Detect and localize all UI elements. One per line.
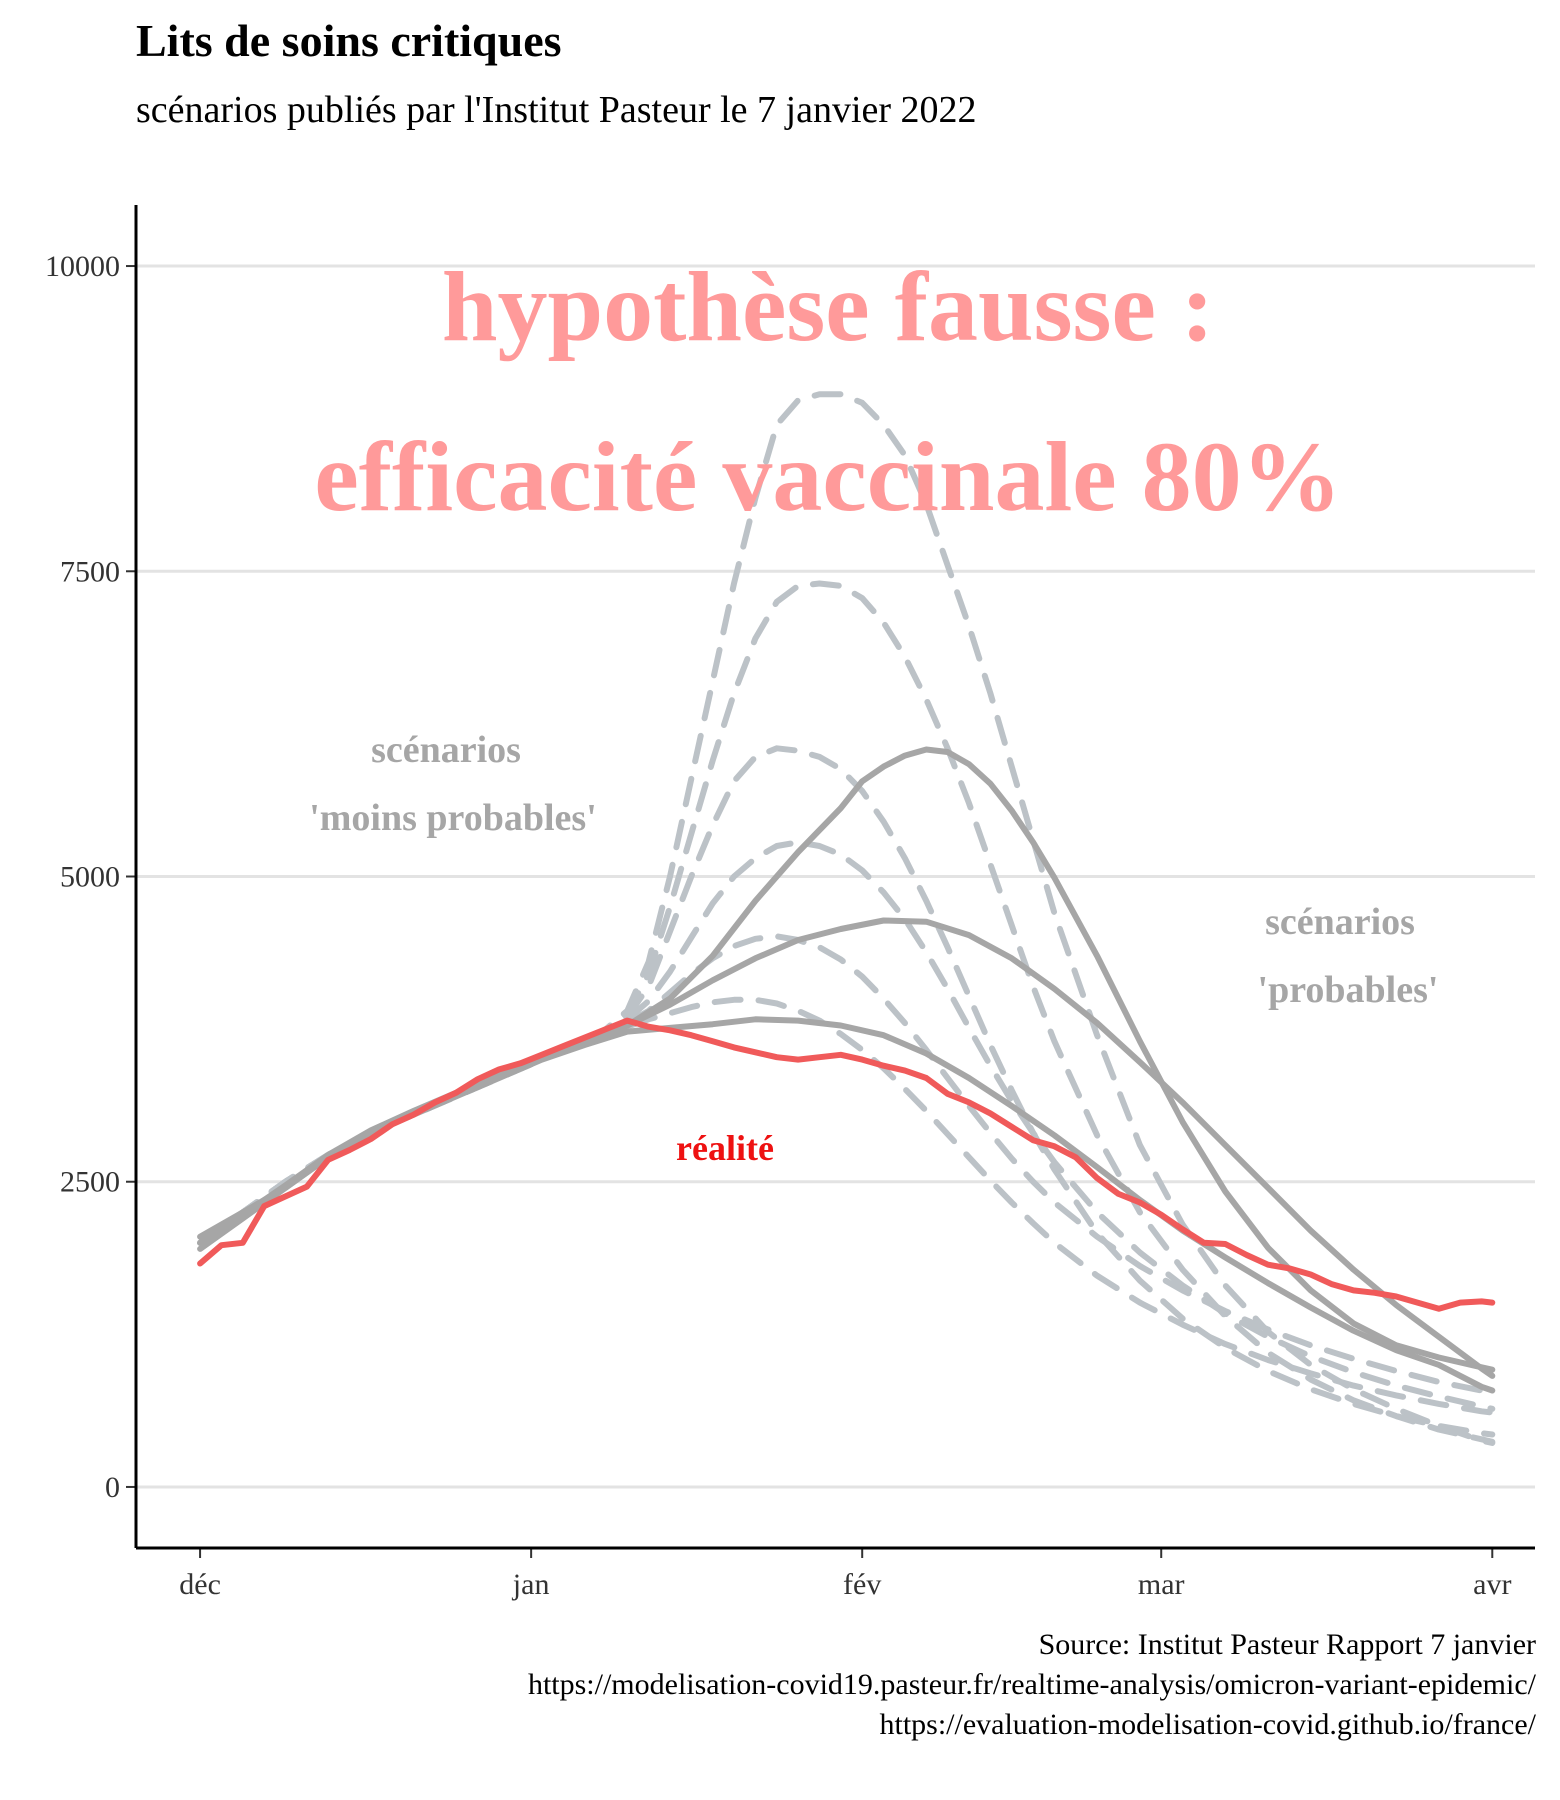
less-probable-scenario-line bbox=[197, 745, 1496, 1438]
reality-series bbox=[197, 1017, 1496, 1312]
annotation-probable-line2: 'probables' bbox=[1258, 969, 1439, 1011]
x-tick-label: fév bbox=[843, 1568, 881, 1601]
caption-url-pasteur: https://modelisation-covid19.pasteur.fr/… bbox=[527, 1668, 1536, 1701]
axes bbox=[126, 205, 1535, 1558]
reality-line bbox=[197, 1017, 1496, 1312]
y-axis-tick-labels: 0 2500 5000 7500 10000 bbox=[45, 250, 120, 1504]
probable-scenarios bbox=[197, 746, 1496, 1394]
x-tick-label: déc bbox=[179, 1568, 221, 1601]
less-probable-scenario-line bbox=[197, 996, 1496, 1416]
y-tick-label: 7500 bbox=[60, 555, 120, 588]
caption-url-evaluation: https://evaluation-modelisation-covid.gi… bbox=[879, 1708, 1536, 1741]
less-probable-scenario-line bbox=[197, 933, 1496, 1395]
less-probable-scenario-line bbox=[197, 391, 1496, 1446]
gridlines bbox=[136, 264, 1535, 1489]
y-tick-label: 5000 bbox=[60, 861, 120, 894]
y-tick-label: 2500 bbox=[60, 1166, 120, 1199]
annotation-big-line1: hypothèse fausse : bbox=[442, 251, 1214, 362]
chart-subtitle: scénarios publiés par l'Institut Pasteur… bbox=[136, 89, 977, 131]
less-probable-scenario-line bbox=[197, 580, 1496, 1445]
less-probable-scenarios bbox=[197, 391, 1496, 1446]
caption-source: Source: Institut Pasteur Rapport 7 janvi… bbox=[1038, 1628, 1536, 1661]
x-tick-label: avr bbox=[1473, 1568, 1511, 1601]
annotation-reality: réalité bbox=[676, 1128, 774, 1168]
annotation-less-probable-line1: scénarios bbox=[371, 729, 521, 771]
y-tick-label: 10000 bbox=[45, 250, 120, 283]
annotation-probable-line1: scénarios bbox=[1265, 901, 1415, 943]
probable-scenario-line bbox=[197, 1016, 1496, 1394]
x-tick-label: mar bbox=[1138, 1568, 1185, 1601]
probable-scenario-line bbox=[197, 746, 1496, 1373]
y-tick-label: 0 bbox=[105, 1471, 120, 1504]
x-axis-tick-labels: déc jan fév mar avr bbox=[179, 1568, 1511, 1601]
annotation-big-line2: efficacité vaccinale 80% bbox=[314, 421, 1341, 532]
annotation-less-probable-line2: 'moins probables' bbox=[309, 797, 597, 839]
x-tick-label: jan bbox=[512, 1568, 550, 1601]
chart-title: Lits de soins critiques bbox=[136, 15, 562, 66]
